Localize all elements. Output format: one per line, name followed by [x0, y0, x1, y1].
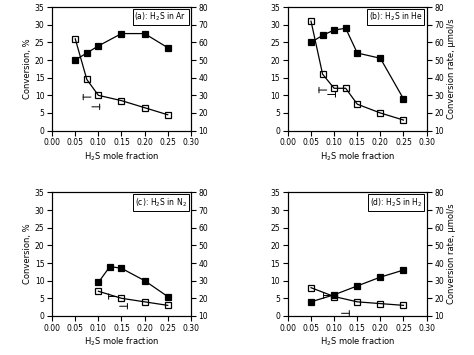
X-axis label: H$_2$S mole fraction: H$_2$S mole fraction [84, 150, 159, 163]
Text: (b): H$_2$S in He: (b): H$_2$S in He [369, 11, 422, 23]
Y-axis label: Conversion, %: Conversion, % [23, 39, 32, 99]
Text: (d): H$_2$S in H$_2$: (d): H$_2$S in H$_2$ [370, 196, 422, 209]
Text: (c): H$_2$S in N$_2$: (c): H$_2$S in N$_2$ [135, 196, 187, 209]
X-axis label: H$_2$S mole fraction: H$_2$S mole fraction [319, 150, 395, 163]
X-axis label: H$_2$S mole fraction: H$_2$S mole fraction [84, 335, 159, 348]
Y-axis label: Conversion rate, μmol/s: Conversion rate, μmol/s [447, 204, 456, 305]
Text: (a): H$_2$S in Ar: (a): H$_2$S in Ar [135, 11, 187, 23]
Y-axis label: Conversion, %: Conversion, % [23, 224, 32, 284]
X-axis label: H$_2$S mole fraction: H$_2$S mole fraction [319, 335, 395, 348]
Y-axis label: Conversion rate, μmol/s: Conversion rate, μmol/s [447, 18, 456, 119]
